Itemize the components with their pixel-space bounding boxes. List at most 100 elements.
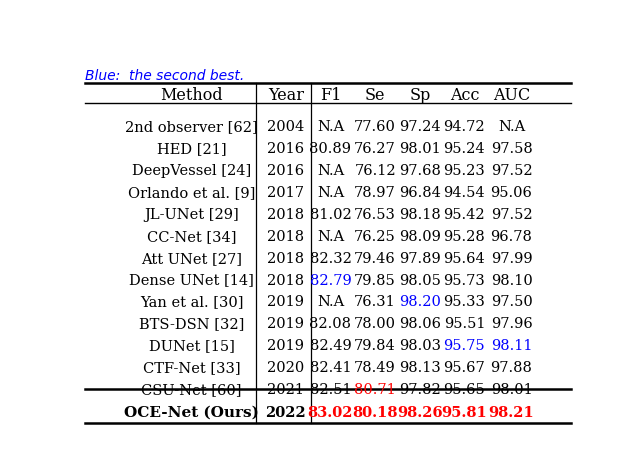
Text: 98.13: 98.13 <box>399 361 440 375</box>
Text: 79.46: 79.46 <box>355 252 396 266</box>
Text: 97.52: 97.52 <box>491 208 532 222</box>
Text: 76.31: 76.31 <box>355 296 396 309</box>
Text: 95.81: 95.81 <box>442 406 487 420</box>
Text: 95.73: 95.73 <box>444 274 485 288</box>
Text: 2nd observer [62]: 2nd observer [62] <box>125 120 258 134</box>
Text: 95.23: 95.23 <box>444 164 485 178</box>
Text: 98.26: 98.26 <box>397 406 443 420</box>
Text: 98.05: 98.05 <box>399 274 441 288</box>
Text: 78.49: 78.49 <box>355 361 396 375</box>
Text: 98.09: 98.09 <box>399 230 441 244</box>
Text: 95.33: 95.33 <box>444 296 485 309</box>
Text: Se: Se <box>365 87 385 104</box>
Text: 98.20: 98.20 <box>399 296 441 309</box>
Text: N.A: N.A <box>498 120 525 134</box>
Text: Yan et al. [30]: Yan et al. [30] <box>140 296 243 309</box>
Text: 82.41: 82.41 <box>310 361 351 375</box>
Text: 97.24: 97.24 <box>399 120 440 134</box>
Text: 98.10: 98.10 <box>491 274 532 288</box>
Text: Dense UNet [14]: Dense UNet [14] <box>129 274 254 288</box>
Text: 95.75: 95.75 <box>444 339 485 353</box>
Text: 95.51: 95.51 <box>444 318 485 331</box>
Text: 98.21: 98.21 <box>489 406 534 420</box>
Text: 95.65: 95.65 <box>444 383 485 397</box>
Text: 79.84: 79.84 <box>355 339 396 353</box>
Text: AUC: AUC <box>493 87 530 104</box>
Text: 82.51: 82.51 <box>310 383 351 397</box>
Text: 83.02: 83.02 <box>308 406 353 420</box>
Text: 97.58: 97.58 <box>491 142 532 156</box>
Text: CTF-Net [33]: CTF-Net [33] <box>143 361 241 375</box>
Text: Att UNet [27]: Att UNet [27] <box>141 252 242 266</box>
Text: 2004: 2004 <box>268 120 305 134</box>
Text: HED [21]: HED [21] <box>157 142 227 156</box>
Text: 97.52: 97.52 <box>491 164 532 178</box>
Text: 80.89: 80.89 <box>310 142 351 156</box>
Text: 98.18: 98.18 <box>399 208 440 222</box>
Text: F1: F1 <box>320 87 341 104</box>
Text: 98.03: 98.03 <box>399 339 441 353</box>
Text: Orlando et al. [9]: Orlando et al. [9] <box>128 186 255 200</box>
Text: 95.42: 95.42 <box>444 208 485 222</box>
Text: 97.89: 97.89 <box>399 252 440 266</box>
Text: 94.72: 94.72 <box>444 120 485 134</box>
Text: 2016: 2016 <box>268 164 305 178</box>
Text: Year: Year <box>268 87 304 104</box>
Text: 76.25: 76.25 <box>355 230 396 244</box>
Text: 82.08: 82.08 <box>310 318 351 331</box>
Text: CSU-Net [60]: CSU-Net [60] <box>141 383 242 397</box>
Text: Method: Method <box>160 87 223 104</box>
Text: 2018: 2018 <box>268 252 305 266</box>
Text: 2018: 2018 <box>268 208 305 222</box>
Text: 78.97: 78.97 <box>355 186 396 200</box>
Text: 2019: 2019 <box>268 296 305 309</box>
Text: 2018: 2018 <box>268 274 305 288</box>
Text: BTS-DSN [32]: BTS-DSN [32] <box>139 318 244 331</box>
Text: 97.50: 97.50 <box>491 296 532 309</box>
Text: 79.85: 79.85 <box>355 274 396 288</box>
Text: 76.53: 76.53 <box>354 208 396 222</box>
Text: 97.82: 97.82 <box>399 383 440 397</box>
Text: N.A: N.A <box>317 186 344 200</box>
Text: 2016: 2016 <box>268 142 305 156</box>
Text: 95.06: 95.06 <box>491 186 532 200</box>
Text: 98.06: 98.06 <box>399 318 441 331</box>
Text: CC-Net [34]: CC-Net [34] <box>147 230 236 244</box>
Text: 95.67: 95.67 <box>444 361 485 375</box>
Text: JL-UNet [29]: JL-UNet [29] <box>144 208 239 222</box>
Text: 95.64: 95.64 <box>444 252 485 266</box>
Text: 82.79: 82.79 <box>310 274 351 288</box>
Text: 98.01: 98.01 <box>491 383 532 397</box>
Text: 78.00: 78.00 <box>354 318 396 331</box>
Text: 96.78: 96.78 <box>491 230 532 244</box>
Text: DeepVessel [24]: DeepVessel [24] <box>132 164 252 178</box>
Text: 95.28: 95.28 <box>444 230 485 244</box>
Text: 97.68: 97.68 <box>399 164 441 178</box>
Text: 2020: 2020 <box>268 361 305 375</box>
Text: 97.99: 97.99 <box>491 252 532 266</box>
Text: 80.71: 80.71 <box>355 383 396 397</box>
Text: 96.84: 96.84 <box>399 186 441 200</box>
Text: 95.24: 95.24 <box>444 142 485 156</box>
Text: Sp: Sp <box>409 87 430 104</box>
Text: N.A: N.A <box>317 164 344 178</box>
Text: 94.54: 94.54 <box>444 186 485 200</box>
Text: 2019: 2019 <box>268 339 305 353</box>
Text: OCE-Net (Ours): OCE-Net (Ours) <box>124 406 259 420</box>
Text: N.A: N.A <box>317 296 344 309</box>
Text: 97.96: 97.96 <box>491 318 532 331</box>
Text: 97.88: 97.88 <box>491 361 532 375</box>
Text: 81.02: 81.02 <box>310 208 351 222</box>
Text: Blue:  the second best.: Blue: the second best. <box>85 69 244 83</box>
Text: 98.11: 98.11 <box>491 339 532 353</box>
Text: 82.49: 82.49 <box>310 339 351 353</box>
Text: 2018: 2018 <box>268 230 305 244</box>
Text: 2019: 2019 <box>268 318 305 331</box>
Text: N.A: N.A <box>317 120 344 134</box>
Text: 76.27: 76.27 <box>355 142 396 156</box>
Text: N.A: N.A <box>317 230 344 244</box>
Text: 2022: 2022 <box>266 406 306 420</box>
Text: 80.18: 80.18 <box>353 406 398 420</box>
Text: 76.12: 76.12 <box>355 164 396 178</box>
Text: 2017: 2017 <box>268 186 305 200</box>
